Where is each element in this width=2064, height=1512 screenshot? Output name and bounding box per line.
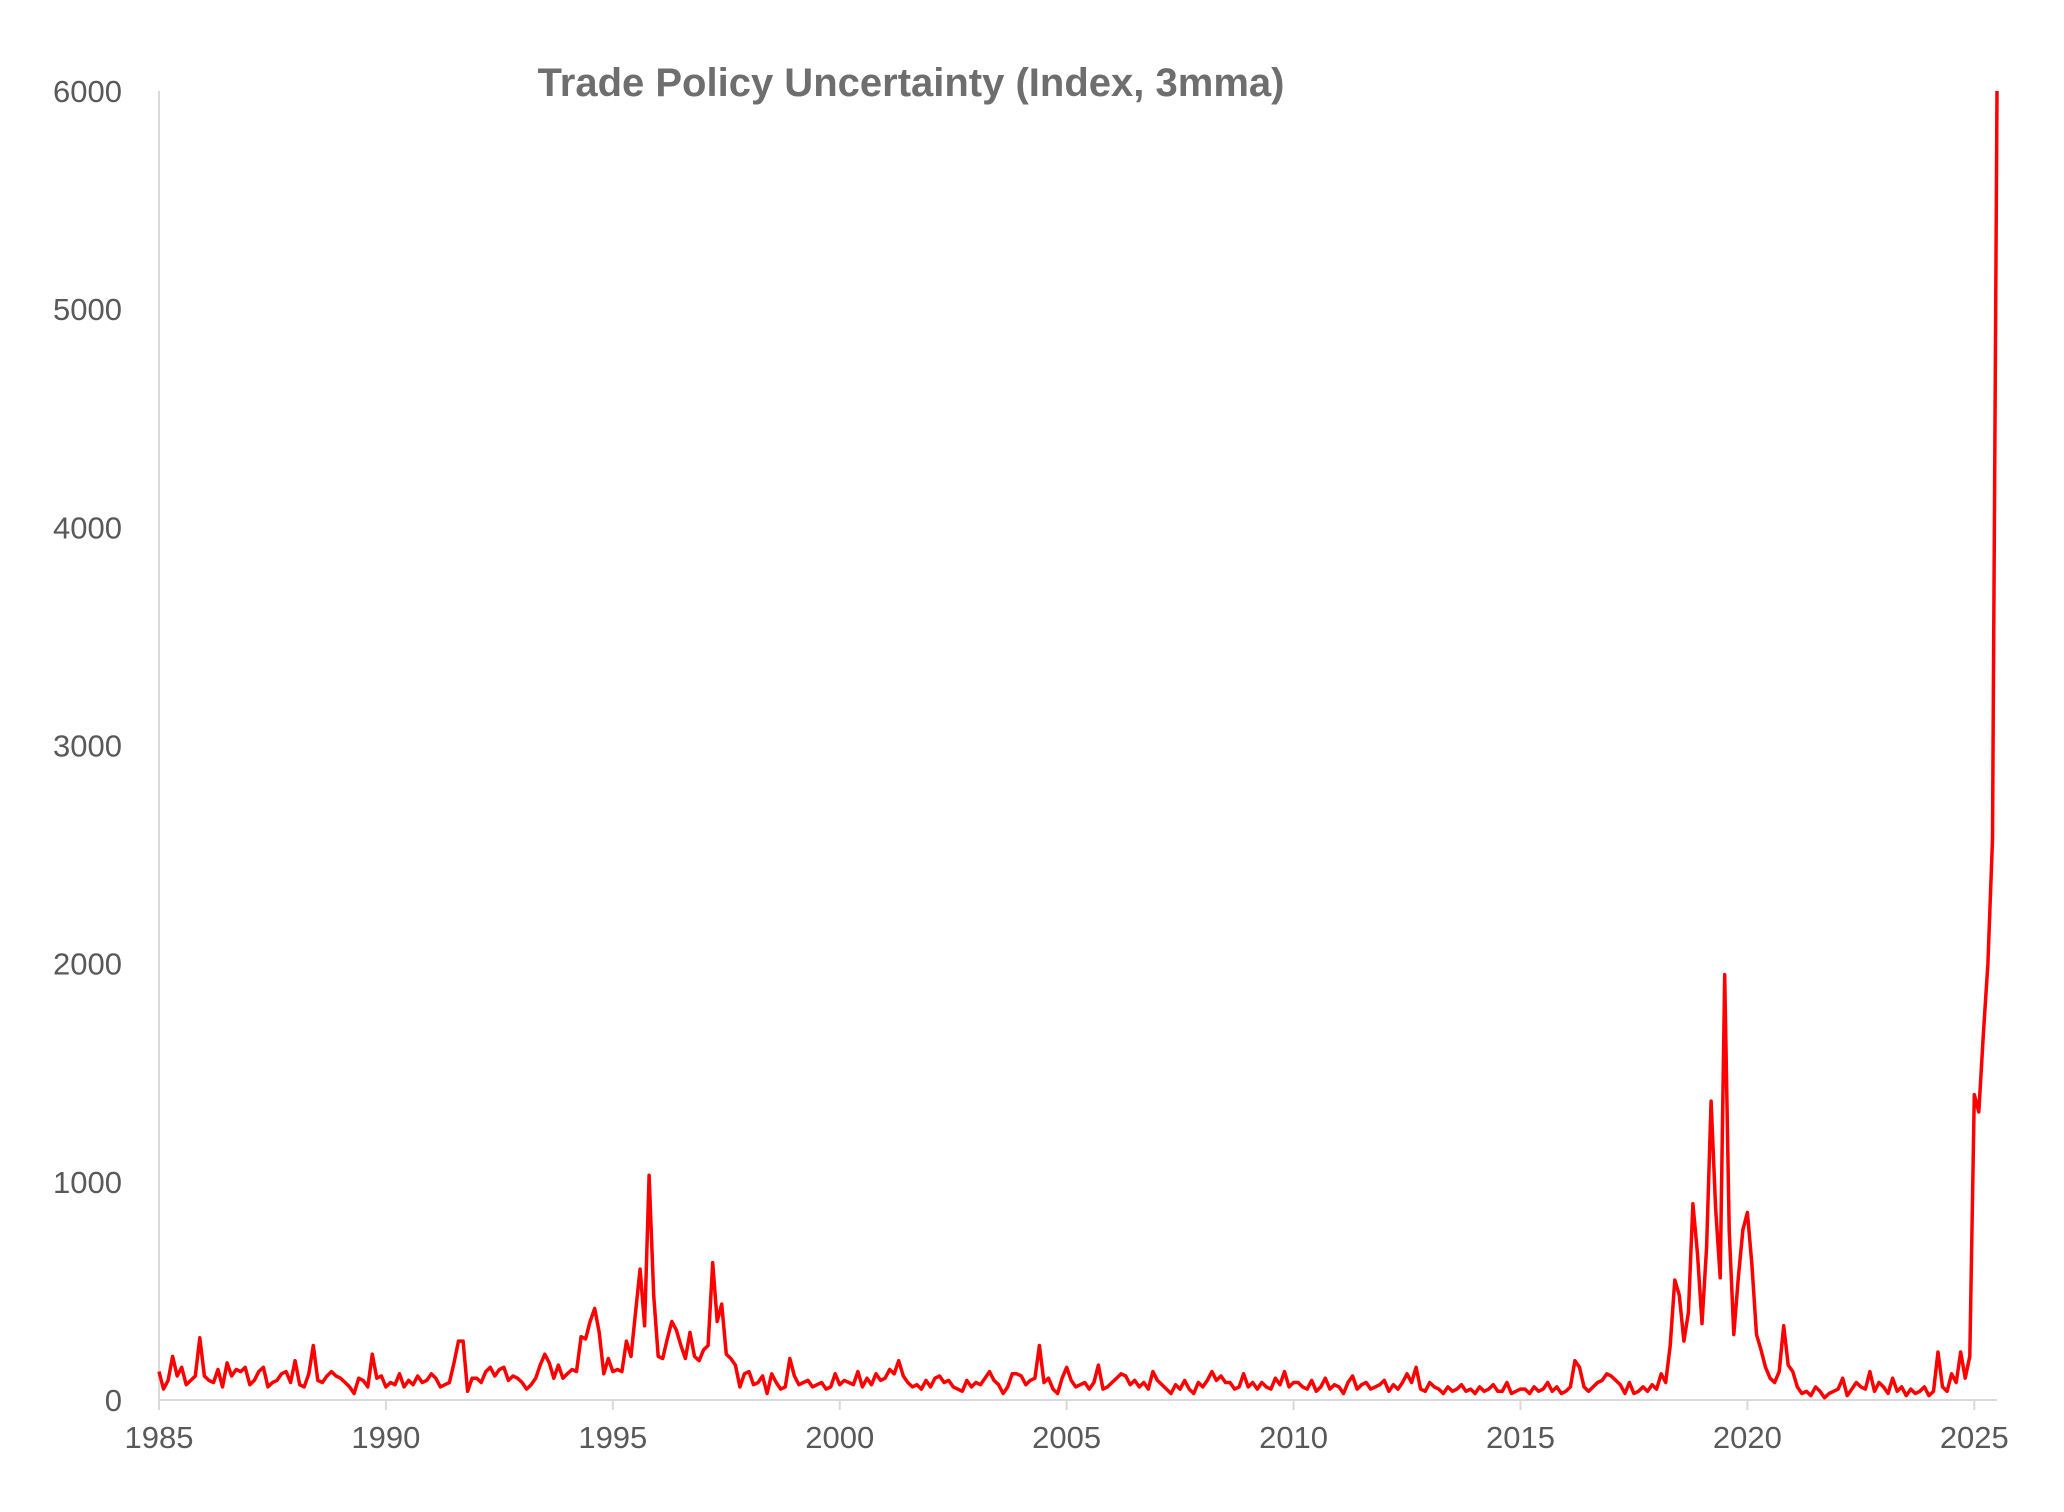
x-tick-label: 2015 xyxy=(1486,1420,1555,1455)
y-tick-label: 3000 xyxy=(53,729,122,764)
x-tick-label: 2000 xyxy=(805,1420,874,1455)
x-tick-label: 2010 xyxy=(1259,1420,1328,1455)
x-tick-label: 1985 xyxy=(125,1420,194,1455)
x-tick-label: 1995 xyxy=(578,1420,647,1455)
x-tick-label: 1990 xyxy=(351,1420,420,1455)
series-line xyxy=(157,90,1999,1400)
y-tick-label: 5000 xyxy=(53,292,122,327)
y-tick-label: 1000 xyxy=(53,1165,122,1200)
y-axis: 0 1000 2000 3000 4000 5000 6000 xyxy=(53,74,160,1418)
y-tick-label: 4000 xyxy=(53,510,122,545)
y-tick-label: 6000 xyxy=(53,74,122,109)
chart-title: Trade Policy Uncertainty (Index, 3mma) xyxy=(538,61,1285,105)
x-tick-label: 2025 xyxy=(1940,1420,2009,1455)
x-axis: 1985 1990 1995 2000 2005 2010 2015 2020 2025 xyxy=(125,1399,2009,1455)
x-tick-label: 2005 xyxy=(1032,1420,1101,1455)
y-tick-label: 2000 xyxy=(53,947,122,982)
y-tick-label: 0 xyxy=(105,1383,122,1418)
plot-area xyxy=(157,90,1999,1400)
x-tick-label: 2020 xyxy=(1713,1420,1782,1455)
